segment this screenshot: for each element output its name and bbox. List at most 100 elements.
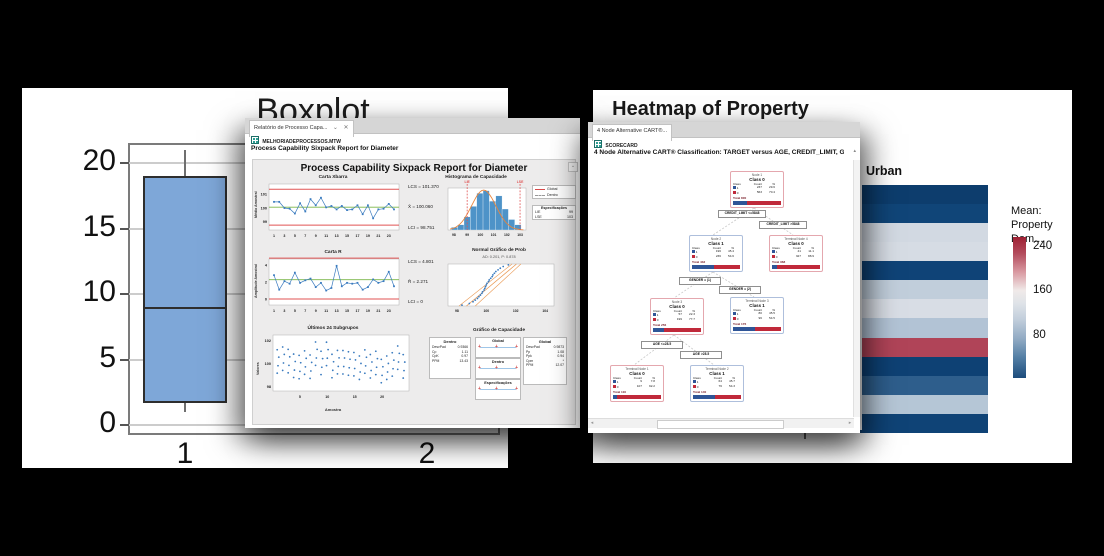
row-count: 57 — [678, 312, 682, 317]
row-count: 41 — [797, 249, 801, 254]
row-class: 1 — [692, 250, 707, 255]
heatmap-axis-tick — [804, 433, 806, 439]
row-count: 80 — [758, 311, 762, 316]
th-pct: % — [811, 245, 814, 250]
row-class: 1 — [772, 250, 787, 255]
row-count: 64 — [718, 379, 722, 384]
svg-text:19: 19 — [366, 309, 370, 313]
stat-val: 1.11 — [461, 349, 468, 354]
svg-text:104: 104 — [542, 309, 548, 313]
colorbar-tick-label: 160 — [1033, 284, 1053, 296]
row-pct: 92.2 — [648, 384, 655, 389]
cart-heading: 4 Node Alternative CART® Classification:… — [594, 149, 844, 156]
svg-text:102: 102 — [265, 339, 271, 343]
node-title: Terminal Node 4 — [784, 237, 808, 241]
node-table: Class Count% 1 64 45.7 0 76 54.3 — [693, 376, 741, 390]
row-count: 199 — [676, 317, 682, 322]
svg-text:102: 102 — [513, 309, 519, 313]
rchart-title: Carta R — [324, 250, 342, 255]
row-pct: 70.4 — [768, 190, 775, 195]
interval-marker: + — [515, 365, 518, 371]
interval-marker: + — [495, 344, 498, 350]
worksheet-link[interactable]: MELHORIADEPROCESSOS.MTW — [251, 136, 341, 145]
svg-text:101: 101 — [491, 233, 497, 237]
row-class: 0 — [692, 255, 707, 260]
last24-ylabel: Valores — [256, 362, 260, 375]
node-total: Total 140 — [693, 390, 707, 395]
tree-node[interactable]: Terminal Node 3 Class 1 Class Count% 1 80 45.5… — [730, 297, 784, 335]
heatmap-cell — [862, 299, 988, 319]
bar-class0 — [754, 326, 781, 332]
tab-close-icon[interactable]: ✕ — [343, 125, 349, 131]
node-title: Terminal Node 2 — [705, 367, 729, 371]
tree-node[interactable]: Node 3 Class 0 Class Count% 1 57 22.3 0 199 77.7 T… — [650, 298, 704, 336]
scroll-right-icon[interactable]: ▸ — [848, 420, 852, 426]
tab-capability-report[interactable]: Relatório de Processo Capa... ⌄ ✕ — [249, 120, 354, 137]
tab-chevron-down-icon[interactable]: ⌄ — [332, 125, 338, 131]
global-stats-title: Global — [538, 339, 552, 344]
tree-node[interactable]: Terminal Node 1 Class 0 Class Count% 1 9 7.8 0 1… — [610, 365, 664, 403]
svg-text:LSE: LSE — [517, 180, 524, 184]
interval-title: Global — [492, 339, 504, 343]
collapse-chevron-button[interactable]: ⌄ — [568, 162, 578, 172]
horizontal-scrollbar[interactable]: ◂ ▸ — [588, 418, 854, 429]
row-class: 1 — [733, 312, 748, 317]
worksheet-name: SCORECARD — [605, 143, 638, 149]
boxplot-ytick-mark — [120, 424, 129, 426]
node-title: Node 3 — [671, 300, 683, 304]
boxplot-ytick-label: 15 — [82, 209, 116, 243]
stat-row: DesvPad 0.9873 — [524, 345, 566, 350]
svg-text:10: 10 — [325, 395, 329, 399]
heatmap-cell — [862, 280, 988, 300]
stat-val: 1.08 — [557, 349, 564, 354]
tree-node[interactable]: Terminal Node 2 Class 1 Class Count% 1 64 45.7… — [690, 365, 744, 403]
interval-marker: + — [478, 386, 481, 392]
th-pct: % — [772, 181, 775, 186]
interval-plot-global: Global + + + — [475, 337, 521, 358]
tree-node[interactable]: Node 1 Class 0 Class Count% 1 237 29.6 0 563 70.4… — [730, 171, 784, 209]
tree-node[interactable]: Terminal Node 4 Class 0 Class Count% 1 41 11.1… — [769, 235, 823, 273]
boxplot-box — [143, 176, 227, 403]
boxplot-ytick-label: 10 — [82, 275, 116, 308]
node-title: Terminal Node 1 — [625, 367, 649, 371]
worksheet-name: MELHORIADEPROCESSOS.MTW — [262, 139, 342, 145]
worksheet-icon — [251, 136, 259, 144]
cap-tabbar: Relatório de Processo Capa... ⌄ ✕ — [245, 118, 580, 137]
stat-val: 0.97 — [461, 354, 468, 359]
svg-text:17: 17 — [355, 234, 359, 238]
svg-text:21: 21 — [376, 234, 380, 238]
svg-text:15: 15 — [345, 309, 349, 313]
spec-key: LIE — [535, 210, 541, 214]
tab-cart-classification[interactable]: 4 Node Alternative CART®... — [592, 124, 672, 141]
svg-text:98: 98 — [452, 233, 456, 237]
scroll-up-icon[interactable]: ▴ — [853, 148, 856, 154]
stat-row: PPM 13.43 — [430, 359, 470, 364]
r-lcl-label: LCI = 0 — [408, 299, 423, 304]
svg-text:7: 7 — [304, 234, 306, 238]
stat-row: Cp 1.11 — [430, 350, 470, 355]
tree-node[interactable]: Node 2 Class 1 Class Count% 1 196 45.4 0 236 54.6… — [689, 235, 743, 273]
stat-val: 0.9366 — [457, 345, 468, 349]
spec-key: LSE — [535, 214, 542, 219]
bar-class0 — [616, 394, 661, 400]
vertical-scrollbar[interactable] — [853, 160, 860, 417]
node-class-label: Class 1 — [709, 371, 725, 376]
boxplot-ytick-mark — [120, 227, 129, 230]
svg-text:3: 3 — [283, 234, 285, 238]
stat-key: CpK — [432, 354, 439, 359]
stat-key: Pp — [526, 349, 531, 354]
stat-row: DesvPad 0.9366 — [430, 345, 470, 350]
scroll-left-icon[interactable]: ◂ — [590, 420, 594, 426]
svg-text:98: 98 — [267, 385, 271, 389]
node-table: Class Count% 1 80 45.5 0 96 54.5 — [733, 308, 781, 322]
scrollbar-thumb[interactable] — [657, 420, 784, 429]
row-count: 76 — [718, 384, 722, 389]
worksheet-link[interactable]: SCORECARD — [594, 140, 638, 149]
xbar-ucl-label: LCS = 101.370 — [408, 184, 439, 189]
svg-text:23: 23 — [387, 234, 391, 238]
interval-line-bar — [480, 347, 516, 348]
svg-text:11: 11 — [324, 234, 328, 238]
heatmap-cell — [862, 394, 988, 414]
legend-global: Global — [547, 187, 558, 191]
